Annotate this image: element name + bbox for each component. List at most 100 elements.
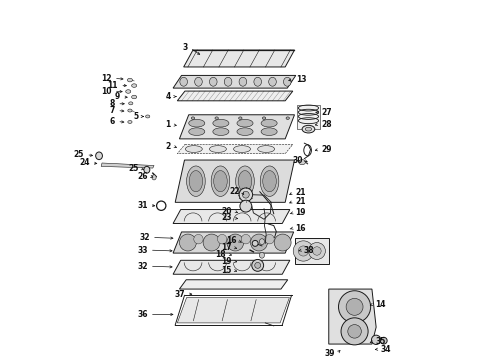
Text: 2: 2 — [165, 141, 171, 150]
Ellipse shape — [239, 77, 246, 86]
Text: 39: 39 — [324, 349, 335, 358]
Ellipse shape — [284, 77, 291, 86]
Ellipse shape — [209, 77, 217, 86]
Ellipse shape — [239, 117, 242, 120]
Polygon shape — [177, 144, 293, 154]
Ellipse shape — [191, 117, 195, 120]
Ellipse shape — [241, 234, 250, 244]
Ellipse shape — [127, 78, 132, 82]
Ellipse shape — [237, 128, 253, 135]
Ellipse shape — [236, 166, 254, 197]
Ellipse shape — [305, 127, 312, 131]
Ellipse shape — [189, 128, 205, 135]
Text: 3: 3 — [183, 44, 188, 53]
Ellipse shape — [269, 77, 276, 86]
Ellipse shape — [348, 325, 361, 338]
Ellipse shape — [298, 246, 309, 256]
Ellipse shape — [187, 166, 205, 197]
Ellipse shape — [299, 159, 305, 165]
Ellipse shape — [265, 234, 274, 244]
Ellipse shape — [302, 125, 315, 133]
Ellipse shape — [234, 146, 250, 152]
Ellipse shape — [132, 84, 137, 87]
Ellipse shape — [213, 128, 229, 135]
Polygon shape — [173, 260, 290, 274]
Text: 38: 38 — [303, 246, 314, 255]
Ellipse shape — [126, 90, 131, 93]
Text: 25: 25 — [128, 164, 138, 173]
Text: 37: 37 — [174, 290, 185, 299]
Ellipse shape — [252, 260, 264, 271]
Ellipse shape — [211, 166, 230, 197]
Ellipse shape — [255, 262, 261, 268]
Ellipse shape — [240, 200, 252, 212]
Polygon shape — [101, 163, 154, 168]
Ellipse shape — [152, 175, 156, 180]
Ellipse shape — [238, 171, 252, 192]
Ellipse shape — [341, 318, 368, 345]
Polygon shape — [173, 210, 290, 224]
Text: 30: 30 — [292, 156, 302, 165]
Ellipse shape — [252, 240, 258, 246]
Polygon shape — [179, 280, 288, 289]
Ellipse shape — [380, 337, 387, 344]
Text: 19: 19 — [221, 257, 231, 266]
Polygon shape — [179, 115, 294, 139]
Ellipse shape — [339, 291, 370, 323]
Ellipse shape — [243, 191, 249, 198]
Ellipse shape — [203, 234, 220, 251]
Text: 10: 10 — [101, 86, 112, 95]
Ellipse shape — [250, 234, 268, 251]
Bar — [295, 238, 329, 264]
Ellipse shape — [259, 252, 265, 258]
Ellipse shape — [313, 247, 321, 255]
Ellipse shape — [254, 77, 262, 86]
Text: 18: 18 — [215, 250, 226, 259]
Text: 1: 1 — [165, 120, 171, 129]
Text: 7: 7 — [110, 106, 115, 115]
Polygon shape — [173, 232, 294, 253]
Ellipse shape — [195, 77, 202, 86]
Ellipse shape — [209, 146, 226, 152]
Ellipse shape — [185, 146, 202, 152]
Text: 32: 32 — [137, 262, 147, 271]
Text: 36: 36 — [137, 310, 147, 319]
Text: 23: 23 — [222, 213, 232, 222]
Text: 22: 22 — [229, 187, 240, 196]
Text: 29: 29 — [321, 145, 332, 154]
Polygon shape — [177, 91, 293, 101]
Text: 21: 21 — [296, 188, 306, 197]
Text: 5: 5 — [133, 112, 138, 121]
Text: 11: 11 — [108, 81, 118, 90]
Ellipse shape — [346, 298, 363, 315]
Ellipse shape — [215, 117, 219, 120]
Text: 28: 28 — [321, 120, 332, 129]
Text: 21: 21 — [296, 197, 306, 206]
Text: 33: 33 — [137, 246, 147, 255]
Ellipse shape — [128, 121, 132, 123]
Ellipse shape — [239, 188, 253, 202]
Text: 27: 27 — [321, 108, 332, 117]
Text: 8: 8 — [110, 99, 115, 108]
Ellipse shape — [194, 234, 203, 244]
Ellipse shape — [258, 146, 274, 152]
Text: 17: 17 — [221, 243, 231, 252]
Text: 15: 15 — [221, 266, 231, 275]
Ellipse shape — [146, 115, 150, 118]
Ellipse shape — [213, 120, 229, 127]
Ellipse shape — [224, 77, 232, 86]
Text: 31: 31 — [137, 201, 147, 210]
Text: 4: 4 — [166, 92, 171, 101]
Ellipse shape — [259, 239, 265, 245]
Ellipse shape — [179, 234, 196, 251]
Text: 16: 16 — [295, 224, 305, 233]
Ellipse shape — [144, 166, 150, 173]
Ellipse shape — [96, 152, 102, 159]
Ellipse shape — [227, 234, 244, 251]
Text: 12: 12 — [101, 74, 112, 83]
Ellipse shape — [261, 120, 277, 127]
Ellipse shape — [293, 241, 314, 261]
Text: 35: 35 — [375, 337, 386, 346]
Text: 16: 16 — [226, 236, 237, 245]
Polygon shape — [329, 289, 376, 344]
